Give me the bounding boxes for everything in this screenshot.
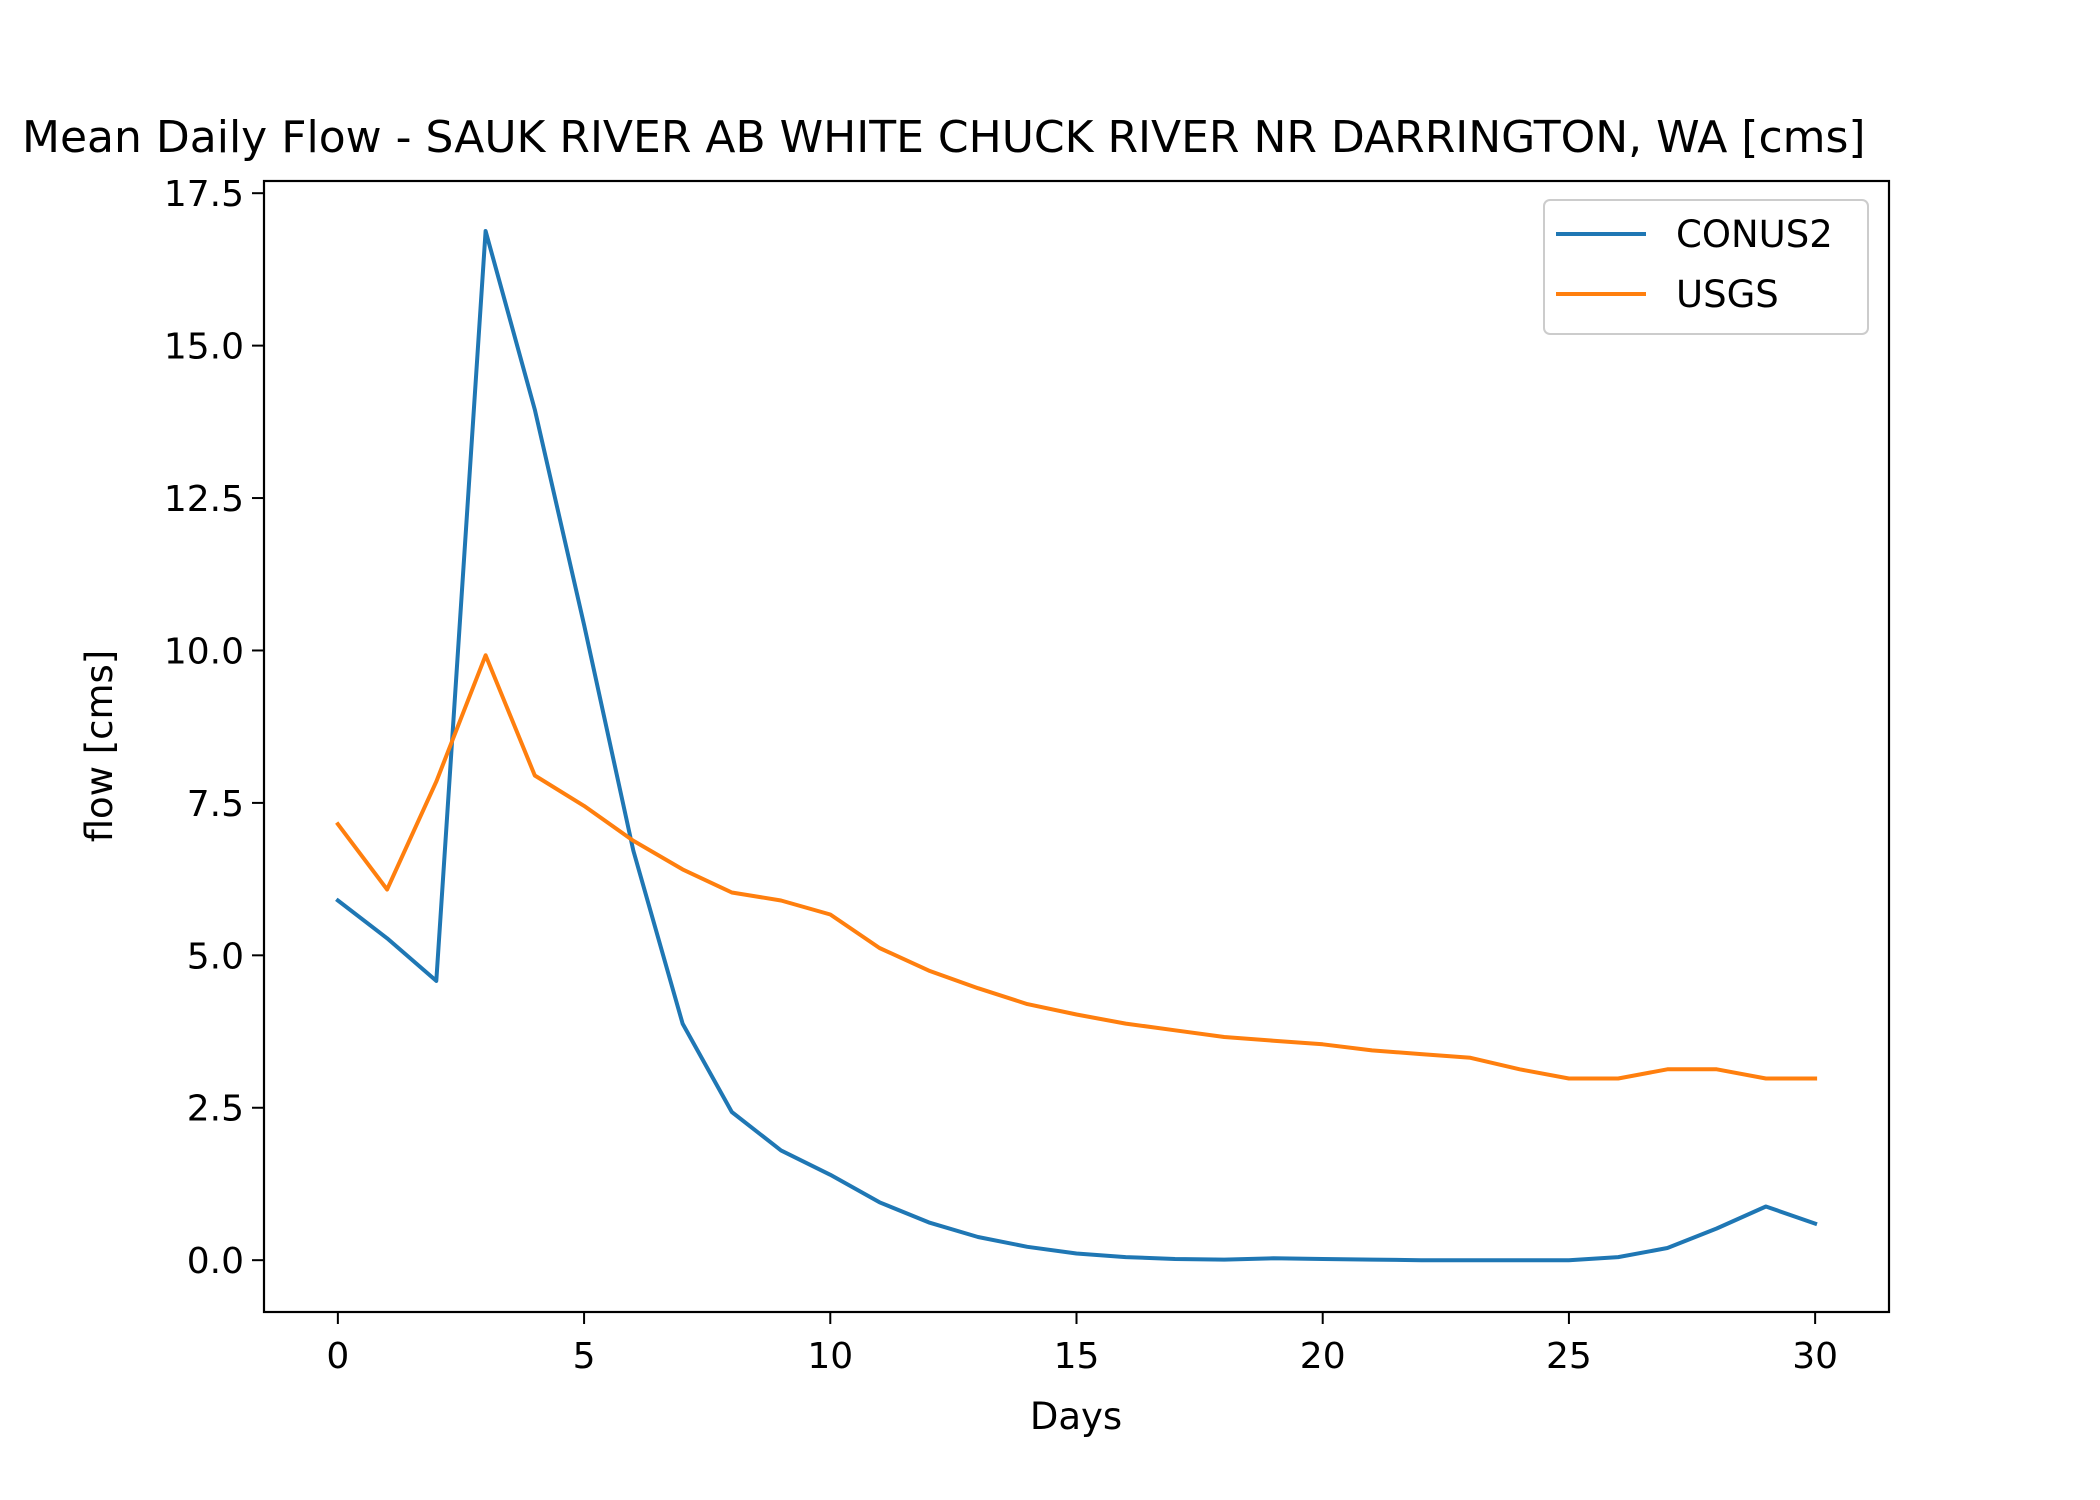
series-line-conus2 xyxy=(335,229,1818,1263)
legend-label-conus2: CONUS2 xyxy=(1676,213,1833,256)
y-tick-label: 10.0 xyxy=(164,631,244,672)
legend-label-usgs: USGS xyxy=(1676,273,1779,316)
y-tick-label: 2.5 xyxy=(187,1089,244,1130)
y-tick-label: 0.0 xyxy=(187,1241,244,1282)
x-tick-label: 25 xyxy=(1546,1336,1592,1377)
y-tick-label: 17.5 xyxy=(164,174,244,215)
y-tick-label: 7.5 xyxy=(187,784,244,825)
x-tick-label: 15 xyxy=(1054,1336,1100,1377)
y-tick-label: 15.0 xyxy=(164,327,244,368)
x-axis: 0 5 10 15 20 25 30 xyxy=(326,1312,1838,1377)
y-axis-label: flow [cms] xyxy=(78,650,121,843)
chart-title: Mean Daily Flow - SAUK RIVER AB WHITE CH… xyxy=(22,112,1866,163)
x-tick-label: 5 xyxy=(573,1336,596,1377)
series-line-usgs xyxy=(335,653,1818,1081)
x-tick-label: 20 xyxy=(1300,1336,1346,1377)
x-tick-label: 30 xyxy=(1792,1336,1838,1377)
series-layer xyxy=(335,229,1818,1263)
x-axis-label: Days xyxy=(1030,1395,1122,1438)
legend: CONUS2 USGS xyxy=(1543,199,1869,335)
x-tick-label: 0 xyxy=(326,1336,349,1377)
y-axis: 0.0 2.5 5.0 7.5 10.0 12.5 15.0 17.5 xyxy=(164,174,264,1282)
x-tick-label: 10 xyxy=(807,1336,853,1377)
y-tick-label: 12.5 xyxy=(164,479,244,520)
y-tick-label: 5.0 xyxy=(187,936,244,977)
